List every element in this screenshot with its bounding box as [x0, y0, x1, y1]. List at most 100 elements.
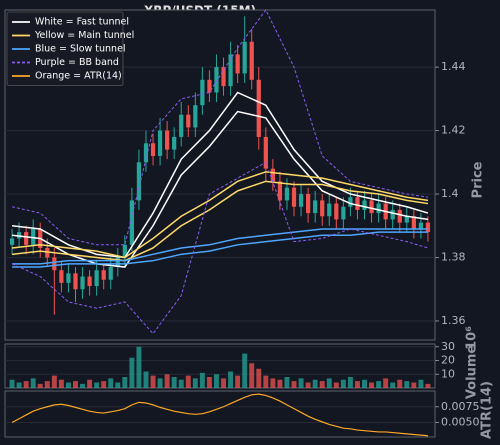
volume-bar — [150, 375, 156, 388]
candle-body — [369, 200, 374, 214]
y-tick-label: 1.42 — [441, 124, 466, 137]
volume-bar — [37, 383, 43, 388]
volume-bar — [418, 379, 424, 388]
volume-bar — [171, 377, 177, 388]
candle-body — [80, 276, 85, 290]
volume-bar — [256, 368, 262, 388]
legend-box — [6, 11, 124, 86]
volume-bar — [411, 382, 417, 388]
volume-bar — [9, 379, 15, 388]
candle-body — [136, 162, 142, 201]
indicator-line — [12, 228, 428, 265]
volume-bar — [242, 353, 248, 388]
volume-bar — [383, 378, 389, 388]
candle-body — [320, 200, 325, 217]
candle-body — [327, 203, 332, 217]
legend-label: White = Fast tunnel — [35, 17, 129, 28]
volume-bar — [164, 374, 170, 388]
candle-body — [362, 200, 367, 210]
y-axis-label: Price — [471, 161, 486, 198]
candle-body — [221, 67, 226, 87]
candle-body — [179, 114, 184, 137]
volume-bar — [369, 382, 375, 388]
volume-bar — [178, 379, 184, 388]
volume-bar — [73, 381, 78, 388]
candle-body — [186, 114, 191, 128]
volume-bar — [129, 357, 135, 388]
volume-bar — [108, 378, 114, 388]
volume-bar — [221, 378, 226, 388]
candle-body — [425, 222, 431, 233]
volume-bar — [157, 378, 163, 388]
volume-bar — [298, 378, 304, 388]
candle-body — [270, 168, 275, 182]
candle-body — [376, 203, 381, 214]
volume-bar — [115, 382, 121, 388]
volume-bar — [305, 382, 311, 388]
candle-body — [256, 79, 261, 137]
candle-body — [214, 67, 219, 93]
indicator-line — [11, 110, 429, 268]
candle-body — [411, 216, 416, 229]
volume-bar — [192, 378, 198, 388]
candle-body — [306, 194, 311, 214]
candle-body — [334, 203, 339, 220]
plot-area — [4, 390, 436, 438]
candle-body — [31, 228, 36, 245]
volume-bar — [291, 381, 297, 388]
volume-bar — [376, 381, 382, 388]
volume-bar — [136, 346, 142, 388]
candle-body — [52, 257, 57, 271]
volume-bar — [277, 379, 283, 388]
volume-bar — [333, 382, 339, 388]
candle-body — [313, 200, 318, 214]
y-tick-label: 1.4 — [441, 187, 459, 200]
y-tick-label: 1.44 — [441, 60, 466, 73]
volume-bar — [284, 377, 290, 388]
candle-body — [228, 54, 233, 87]
volume-bar — [185, 375, 191, 388]
candle-body — [390, 209, 395, 220]
candle-body — [200, 79, 205, 106]
plot-area — [4, 343, 436, 389]
volume-bar — [319, 381, 325, 388]
candle-body — [291, 187, 297, 207]
atr-line — [11, 393, 429, 437]
volume-bar — [354, 381, 360, 388]
volume-bar — [425, 383, 431, 388]
candle-body — [122, 244, 127, 258]
candle-body — [101, 270, 106, 280]
candle-body — [157, 130, 163, 156]
volume-bar — [101, 381, 107, 388]
volume-bar — [390, 382, 396, 388]
candle-body — [277, 181, 283, 201]
legend-label: Yellow = Main tunnel — [34, 30, 134, 41]
candle-body — [249, 41, 254, 80]
volume-bar — [44, 381, 50, 388]
volume-bar — [199, 372, 205, 388]
candle-body — [418, 222, 424, 229]
legend-label: Orange = ATR(14) — [35, 71, 122, 82]
volume-bar — [404, 381, 410, 388]
y-tick-label: 30 — [441, 340, 455, 353]
y-axis-label: ATR(14) — [480, 381, 495, 439]
y-tick-label: 10 — [441, 367, 455, 380]
volume-bar — [206, 377, 212, 388]
volume-bar — [249, 363, 255, 388]
candle-body — [115, 257, 120, 268]
y-tick-label: 0.0075 — [441, 400, 480, 413]
candle-body — [45, 247, 50, 258]
candle-body — [193, 105, 198, 128]
volume-bar — [122, 377, 128, 388]
volume-bar — [347, 377, 353, 388]
candle-body — [355, 197, 360, 210]
candle-body — [404, 216, 409, 223]
candle-body — [235, 54, 240, 74]
indicator-line — [11, 9, 429, 246]
axis-offset-label: 10⁶ — [465, 326, 480, 350]
y-tick-label: 0.0050 — [441, 416, 480, 429]
y-tick-label: 1.36 — [441, 314, 466, 327]
candle-body — [397, 209, 402, 223]
candle-body — [87, 276, 92, 287]
